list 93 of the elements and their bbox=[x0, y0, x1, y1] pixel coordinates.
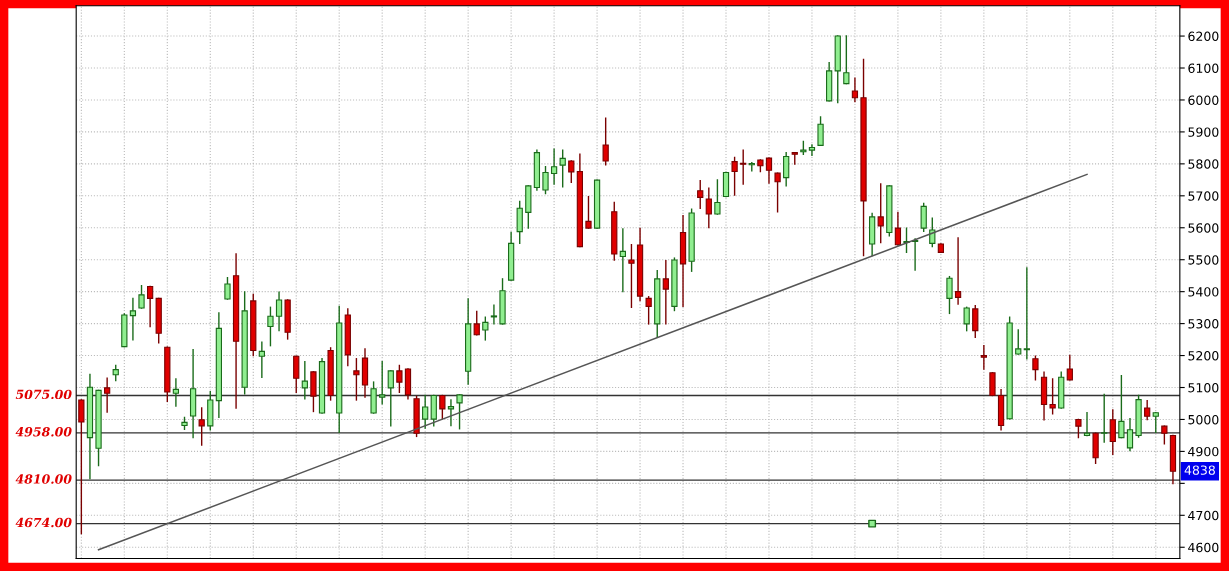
y-tick-label: 5500 bbox=[1188, 255, 1219, 265]
candlestick bbox=[422, 394, 429, 429]
candlestick bbox=[198, 407, 205, 446]
candlestick bbox=[697, 180, 704, 209]
candlestick bbox=[894, 211, 902, 246]
candlestick bbox=[1152, 412, 1159, 433]
y-tick-label: 4700 bbox=[1188, 510, 1219, 521]
candlestick bbox=[765, 157, 773, 184]
candlestick bbox=[353, 358, 360, 401]
candlestick bbox=[1032, 355, 1039, 381]
candlestick bbox=[731, 156, 738, 196]
candlestick bbox=[1109, 409, 1116, 455]
candlestick bbox=[972, 305, 979, 339]
candlestick bbox=[172, 378, 180, 407]
candlestick bbox=[146, 285, 154, 328]
candlestick bbox=[78, 399, 85, 535]
candlestick bbox=[954, 237, 962, 305]
candlestick bbox=[920, 202, 927, 232]
candlestick bbox=[396, 364, 403, 393]
candlestick bbox=[714, 179, 721, 215]
y-tick-label: 6100 bbox=[1188, 63, 1219, 73]
candlestick bbox=[602, 117, 609, 166]
candlestick bbox=[1049, 378, 1056, 415]
ref-line-label: 4810.00 bbox=[15, 474, 72, 484]
candlestick bbox=[387, 370, 394, 427]
candlestick bbox=[1126, 418, 1134, 452]
candlestick bbox=[104, 377, 111, 413]
y-tick-label: 5900 bbox=[1188, 127, 1219, 137]
candlestick bbox=[138, 284, 145, 309]
candlestick bbox=[568, 160, 575, 184]
y-tick-label: 4600 bbox=[1188, 542, 1219, 553]
candlestick bbox=[542, 166, 549, 195]
candlestick bbox=[473, 310, 480, 336]
candlestick bbox=[275, 291, 283, 332]
y-tick-label: 5700 bbox=[1188, 191, 1219, 201]
candlestick bbox=[929, 217, 936, 248]
y-tick-label: 5800 bbox=[1188, 159, 1219, 169]
candlestick bbox=[258, 341, 265, 378]
candlestick bbox=[1066, 354, 1073, 381]
candlestick bbox=[490, 304, 498, 325]
candlestick bbox=[963, 306, 970, 332]
candlestick bbox=[301, 360, 308, 400]
candlestick bbox=[559, 149, 566, 188]
y-tick-label: 5600 bbox=[1188, 223, 1219, 233]
candlestick bbox=[482, 316, 489, 341]
candlestick bbox=[851, 77, 859, 103]
candlestick bbox=[980, 344, 987, 370]
ref-line-label: 5075.00 bbox=[15, 389, 72, 400]
candlestick bbox=[516, 200, 523, 245]
candlestick bbox=[379, 360, 386, 405]
candlestick bbox=[989, 372, 996, 397]
candlestick bbox=[456, 394, 463, 430]
candlestick bbox=[808, 144, 816, 156]
candlestick bbox=[705, 187, 712, 229]
candlestick bbox=[722, 171, 730, 198]
candlestick bbox=[550, 148, 558, 185]
candlestick bbox=[1083, 412, 1091, 437]
y-tick-label: 6200 bbox=[1188, 31, 1219, 41]
ref-line-label: 4958.00 bbox=[15, 427, 72, 437]
y-tick-label: 5300 bbox=[1188, 319, 1219, 329]
candlestick bbox=[628, 243, 635, 309]
ref-line-label: 4674.00 bbox=[15, 517, 72, 528]
candlestick bbox=[1144, 399, 1151, 421]
candlestick bbox=[946, 275, 953, 315]
candlestick bbox=[447, 399, 455, 427]
y-tick-label: 6000 bbox=[1188, 95, 1219, 105]
candlestick bbox=[1101, 393, 1108, 443]
candlestick bbox=[783, 151, 790, 187]
candlestick bbox=[129, 297, 137, 341]
y-tick-label: 4900 bbox=[1188, 446, 1219, 457]
candlestick bbox=[439, 394, 446, 420]
candlestick bbox=[430, 394, 437, 427]
candlestick bbox=[224, 276, 231, 300]
candlestick bbox=[293, 355, 300, 393]
candlestick bbox=[817, 116, 824, 147]
candlestick bbox=[645, 296, 652, 325]
candlestick bbox=[619, 228, 626, 293]
candlestick bbox=[662, 259, 669, 325]
candlestick bbox=[585, 196, 592, 229]
y-tick-label: 5100 bbox=[1188, 382, 1219, 393]
y-tick-label: 5000 bbox=[1188, 414, 1219, 425]
candlestick bbox=[1015, 329, 1022, 355]
candlestick bbox=[267, 306, 274, 347]
candlestick bbox=[843, 35, 850, 85]
candlestick bbox=[1118, 374, 1125, 439]
annotation: 4838 bbox=[1184, 465, 1215, 475]
candlestick bbox=[1075, 418, 1082, 439]
y-tick-label: 5200 bbox=[1188, 351, 1219, 361]
y-tick-label: 5400 bbox=[1188, 287, 1219, 297]
candlestick bbox=[1023, 267, 1030, 360]
candlestick bbox=[877, 183, 884, 244]
candlestick bbox=[774, 172, 781, 213]
candlestick bbox=[740, 149, 747, 185]
